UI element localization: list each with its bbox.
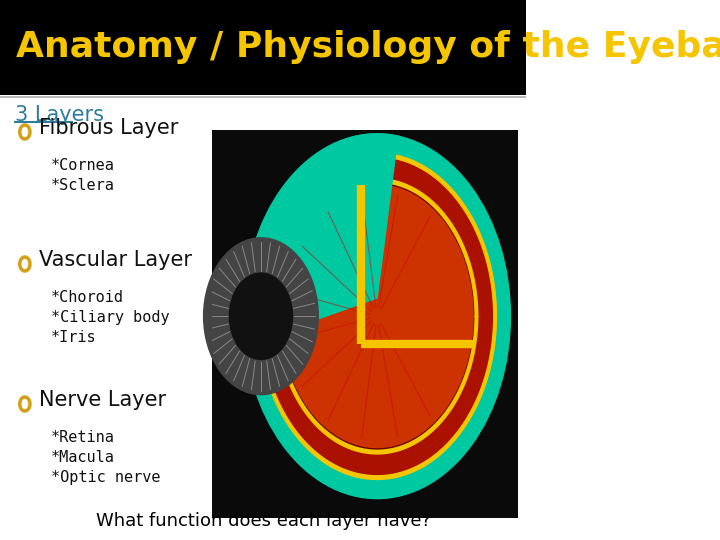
Text: Fibrous Layer: Fibrous Layer [40,118,179,138]
Bar [0,0,526,94]
Text: *Sclera: *Sclera [51,178,115,193]
Text: 3 Layers: 3 Layers [14,105,104,125]
Text: *Cornea: *Cornea [51,158,115,173]
Polygon shape [258,153,496,480]
Text: *Optic nerve: *Optic nerve [51,470,161,485]
Text: Anatomy / Physiology of the Eyeball: Anatomy / Physiology of the Eyeball [16,30,720,64]
Polygon shape [276,179,478,454]
Text: What function does each layer have?: What function does each layer have? [96,512,431,530]
Text: Vascular Layer: Vascular Layer [40,250,192,270]
Text: *Retina: *Retina [51,430,115,445]
Circle shape [244,134,510,498]
Circle shape [281,185,473,448]
Text: *Choroid: *Choroid [51,290,124,305]
Polygon shape [244,134,398,345]
Circle shape [261,158,493,475]
Text: *Iris: *Iris [51,330,96,345]
Bar [212,130,518,518]
Text: Nerve Layer: Nerve Layer [40,390,166,410]
Bar [0,97,526,540]
Circle shape [279,181,476,451]
Circle shape [230,273,292,359]
Text: *Macula: *Macula [51,450,115,465]
Text: *Ciliary body: *Ciliary body [51,310,170,325]
Circle shape [204,238,318,395]
